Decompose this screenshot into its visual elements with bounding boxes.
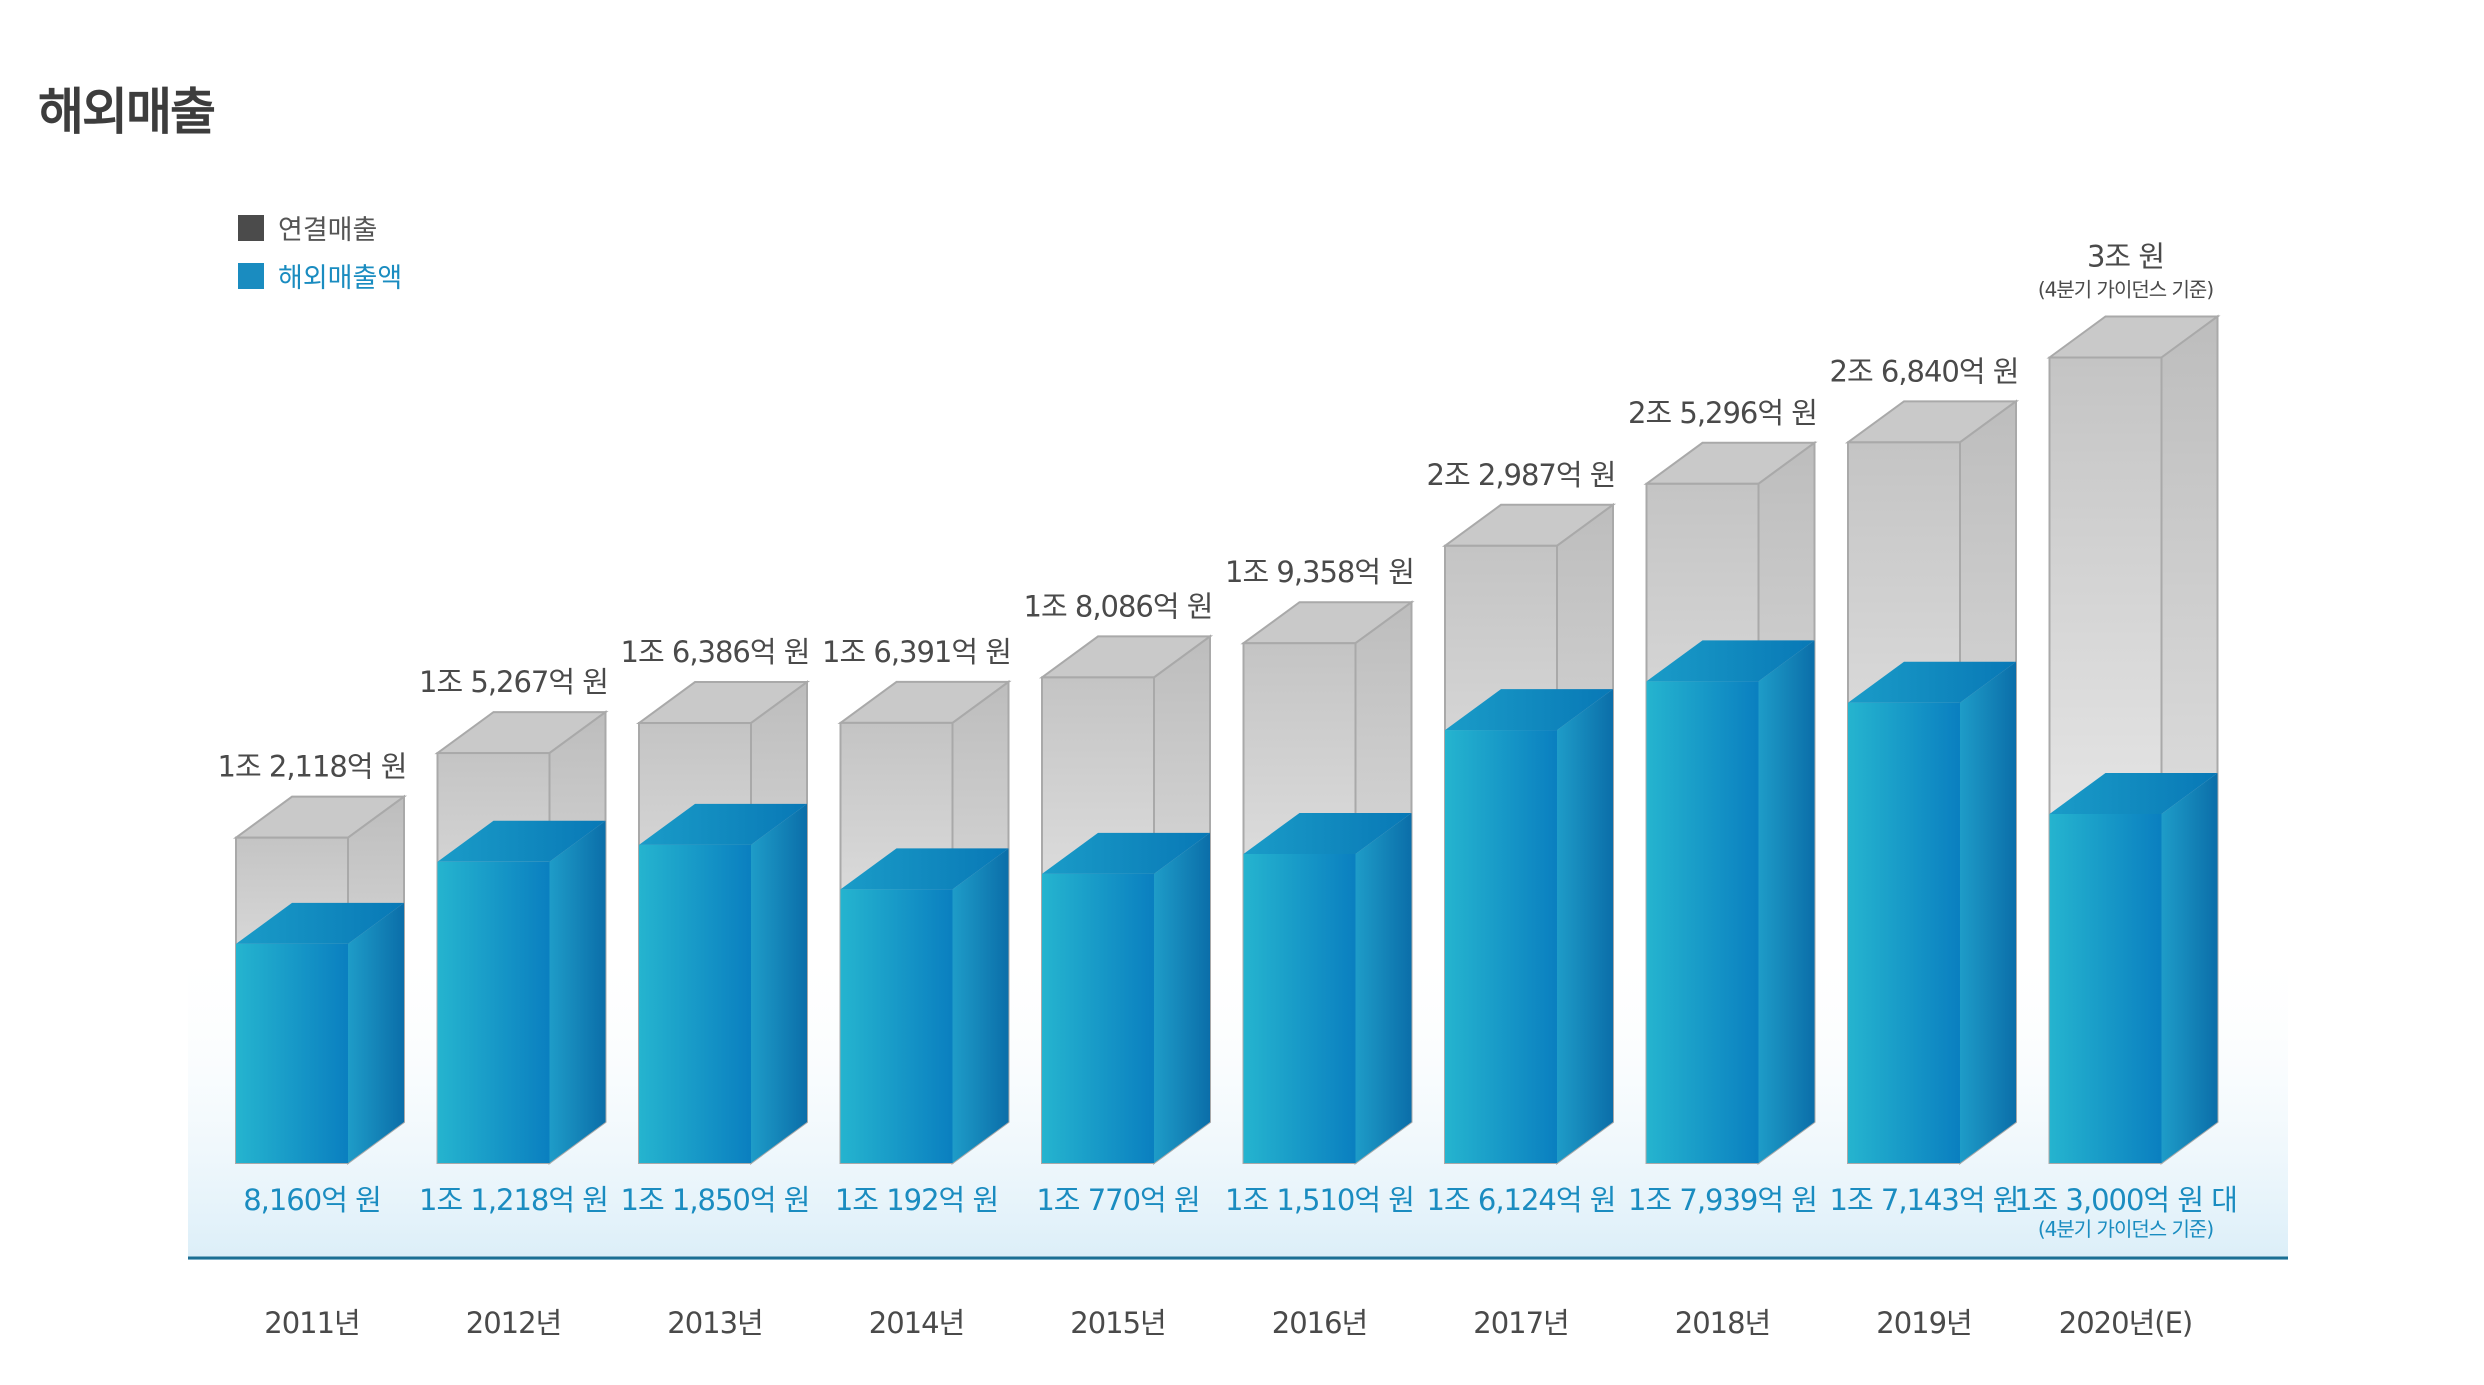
overseas-bar-side-2 (751, 803, 807, 1163)
x-tick-label-6: 2017년 (1473, 1306, 1568, 1340)
overseas-bar-top-8 (1848, 661, 2016, 703)
x-tick-label-1: 2012년 (466, 1306, 561, 1340)
overseas-bar-side-1 (549, 820, 606, 1163)
overseas-value-note-9: (4분기 가이던스 기준) (2038, 1217, 2213, 1241)
overseas-bar-top-7 (1646, 640, 1815, 682)
overseas-bar-9 (2049, 813, 2162, 1163)
overseas-bar-top-3 (840, 848, 1009, 890)
x-tick-label-4: 2015년 (1070, 1306, 1165, 1340)
x-tick-label-3: 2014년 (869, 1306, 964, 1340)
total-value-label-1: 1조 5,267억 원 (419, 665, 608, 699)
overseas-value-label-0: 8,160억 원 (243, 1183, 381, 1217)
overseas-bar-side-0 (348, 902, 404, 1163)
overseas-value-label-5: 1조 1,510억 원 (1225, 1183, 1414, 1217)
overseas-bar-top-5 (1243, 812, 1412, 854)
total-value-label-3: 1조 6,391억 원 (822, 635, 1011, 669)
overseas-bar-top-1 (437, 820, 606, 862)
overseas-bar-side-6 (1557, 689, 1613, 1163)
legend-item-total: 연결매출 (238, 208, 377, 247)
total-value-label-0: 1조 2,118억 원 (218, 750, 407, 784)
overseas-value-label-3: 1조 192억 원 (835, 1183, 998, 1217)
overseas-bar-5 (1243, 853, 1356, 1163)
overseas-bar-side-8 (1960, 661, 2016, 1163)
overseas-value-label-9: 1조 3,000억 원 대 (2014, 1183, 2237, 1217)
overseas-bar-2 (639, 844, 751, 1163)
overseas-bar-side-9 (2161, 772, 2218, 1163)
overseas-value-label-4: 1조 770억 원 (1036, 1183, 1199, 1217)
overseas-bar-3 (840, 889, 953, 1163)
x-tick-label-0: 2011년 (264, 1306, 359, 1340)
overseas-bar-side-3 (952, 848, 1009, 1163)
overseas-bar-top-2 (639, 803, 807, 845)
x-tick-label-7: 2018년 (1675, 1306, 1770, 1340)
overseas-bar-top-0 (236, 902, 404, 944)
overseas-bar-1 (437, 861, 550, 1163)
overseas-value-label-8: 1조 7,143억 원 (1830, 1183, 2019, 1217)
overseas-value-label-7: 1조 7,939억 원 (1628, 1183, 1817, 1217)
x-tick-label-8: 2019년 (1876, 1306, 1971, 1340)
x-tick-label-2: 2013년 (667, 1306, 762, 1340)
total-value-label-6: 2조 2,987억 원 (1427, 458, 1616, 492)
overseas-bar-side-4 (1154, 832, 1210, 1163)
overseas-bar-top-4 (1042, 832, 1210, 874)
total-value-label-8: 2조 6,840억 원 (1830, 354, 2019, 388)
overseas-value-label-2: 1조 1,850억 원 (621, 1183, 810, 1217)
overseas-bar-0 (236, 943, 348, 1163)
total-value-label-5: 1조 9,358억 원 (1225, 555, 1414, 589)
legend-item-overseas: 해외매출액 (238, 256, 402, 295)
overseas-bar-6 (1445, 730, 1557, 1163)
legend-label-total: 연결매출 (278, 215, 378, 246)
x-tick-label-9: 2020년(E) (2059, 1306, 2192, 1340)
legend-label-overseas: 해외매출액 (278, 263, 403, 294)
overseas-bar-top-6 (1445, 689, 1613, 731)
page-title: 해외매출 (38, 83, 216, 141)
legend-swatch-total (238, 214, 264, 241)
total-value-note-9: (4분기 가이던스 기준) (2038, 278, 2213, 302)
overseas-bar-7 (1646, 681, 1759, 1163)
overseas-bar-side-5 (1355, 812, 1412, 1163)
x-tick-label-5: 2016년 (1272, 1306, 1367, 1340)
total-value-label-2: 1조 6,386억 원 (621, 635, 810, 669)
overseas-bar-top-9 (2049, 772, 2218, 814)
total-value-label-9: 3조 원 (2087, 240, 2164, 274)
legend-swatch-overseas (238, 262, 264, 289)
total-value-label-4: 1조 8,086억 원 (1024, 589, 1213, 623)
overseas-bar-4 (1042, 873, 1154, 1163)
overseas-value-label-6: 1조 6,124억 원 (1427, 1183, 1616, 1217)
overseas-bar-side-7 (1758, 640, 1815, 1163)
overseas-bar-8 (1848, 702, 1960, 1163)
overseas-value-label-1: 1조 1,218억 원 (419, 1183, 608, 1217)
total-value-label-7: 2조 5,296억 원 (1628, 396, 1817, 430)
